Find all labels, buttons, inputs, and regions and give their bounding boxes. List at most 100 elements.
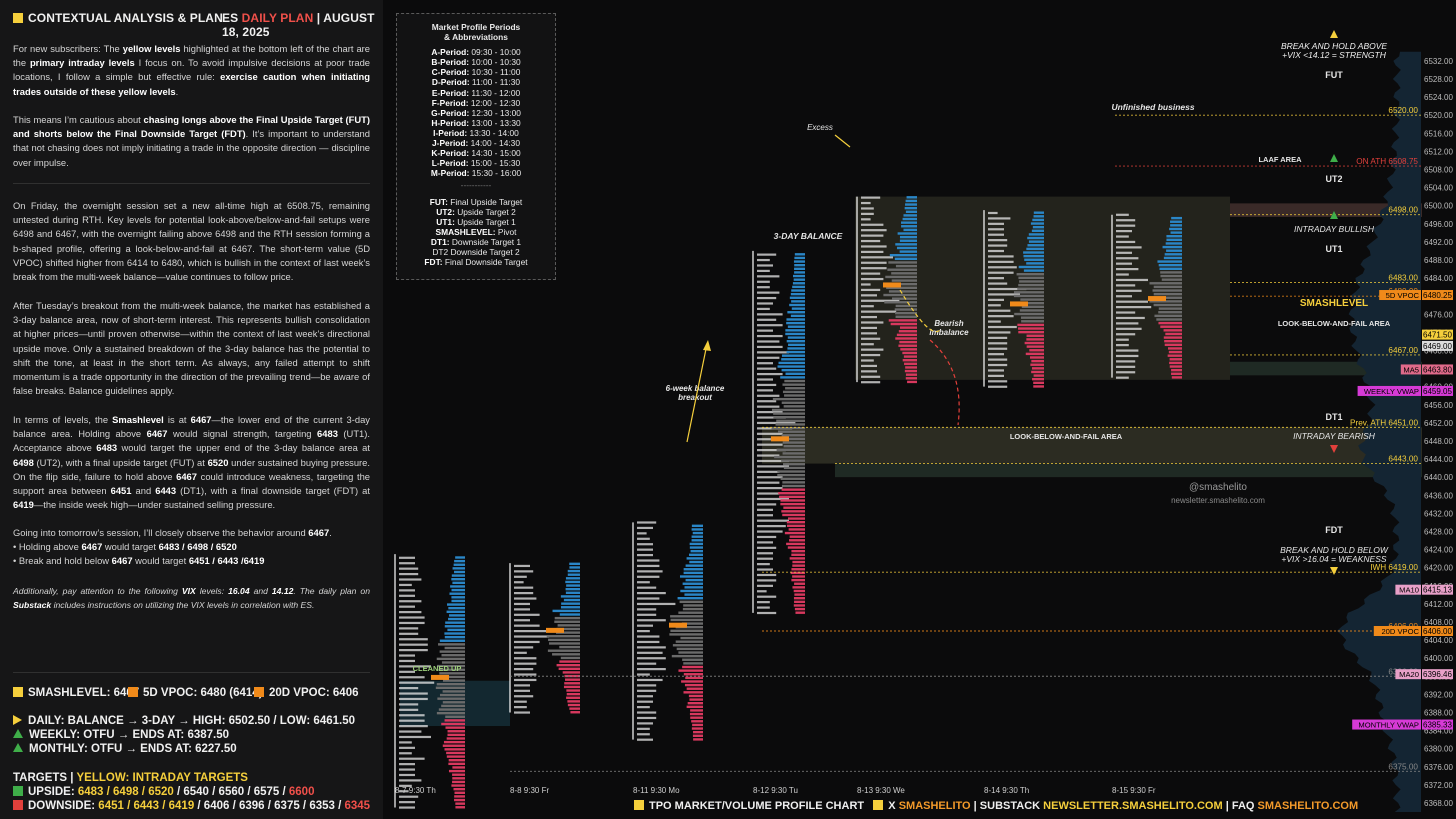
volume-bar xyxy=(783,405,805,408)
panel-title: CONTEXTUAL ANALYSIS & PLAN xyxy=(13,11,223,25)
volume-bar xyxy=(444,646,465,650)
volume-bar xyxy=(1032,218,1044,222)
volume-bar xyxy=(1033,374,1044,377)
y-tick-label: 6476.00 xyxy=(1424,310,1453,319)
volume-bar xyxy=(1023,269,1044,272)
x-handle-link[interactable]: SMASHELITO xyxy=(898,800,971,812)
legend-abbreviation: FUT: Final Upside Target xyxy=(429,196,523,207)
volume-bar xyxy=(781,484,805,488)
break-up-text: BREAK AND HOLD ABOVE xyxy=(1281,41,1387,51)
poc-marker xyxy=(883,282,901,288)
watermark-site: newsletter.smashelito.com xyxy=(1171,496,1265,505)
volume-bar xyxy=(683,673,703,676)
red-square-icon xyxy=(13,800,23,810)
volume-bar xyxy=(447,603,465,606)
indicator-tag-label: MA20 xyxy=(1399,670,1419,679)
volume-bar xyxy=(554,620,580,623)
tpo-letters xyxy=(1116,327,1142,330)
tpo-letters xyxy=(514,700,527,703)
tpo-letters xyxy=(1116,224,1136,227)
tpo-letters xyxy=(757,508,773,511)
volume-bar xyxy=(902,217,917,221)
tpo-letters xyxy=(988,342,1008,345)
volume-bar xyxy=(785,372,805,375)
volume-bar xyxy=(1023,251,1044,254)
volume-bar xyxy=(1020,316,1044,319)
orange-square-icon xyxy=(254,687,264,697)
volume-bar xyxy=(449,614,465,617)
volume-bar xyxy=(567,703,580,707)
substack-link[interactable]: NEWSLETTER.SMASHELITO.COM xyxy=(1043,800,1223,812)
tpo-letters xyxy=(988,222,1004,225)
volume-bar xyxy=(794,600,805,604)
tpo-letters xyxy=(514,581,524,584)
volume-bar xyxy=(436,664,465,668)
tpo-letters xyxy=(757,595,777,598)
volume-bar xyxy=(1018,276,1044,280)
up-triangle-icon xyxy=(1330,30,1338,38)
volume-bar xyxy=(1027,244,1044,247)
volume-bar xyxy=(793,597,805,600)
volume-bar xyxy=(439,639,465,642)
volume-bar xyxy=(1159,267,1182,270)
volume-bar xyxy=(786,542,805,546)
watermark-handle: @smashelito xyxy=(1189,482,1247,493)
tpo-letters xyxy=(757,470,780,473)
tpo-letters xyxy=(399,616,425,619)
volume-bar xyxy=(451,596,465,599)
excess-label: Excess xyxy=(807,123,833,132)
volume-bar xyxy=(785,387,805,390)
y-tick-label: 6452.00 xyxy=(1424,419,1453,428)
tpo-letters xyxy=(757,334,783,338)
volume-bar xyxy=(782,383,805,386)
ut2-label: UT2 xyxy=(1325,174,1342,184)
volume-bar xyxy=(452,773,465,776)
volume-bar xyxy=(1026,262,1044,265)
volume-bar xyxy=(691,528,703,531)
volume-bar xyxy=(1160,325,1182,328)
volume-bar xyxy=(569,562,580,566)
volume-bar xyxy=(1152,289,1182,292)
volume-bar xyxy=(455,806,465,809)
tpo-letters xyxy=(757,258,770,262)
session-date-label: 8-7 9:30 Th xyxy=(395,786,436,795)
tpo-letters xyxy=(637,619,666,622)
tpo-letters xyxy=(637,532,647,535)
arrow-head-icon xyxy=(703,340,711,351)
tpo-letters xyxy=(514,564,530,568)
tpo-letters xyxy=(1116,229,1132,233)
tpo-letters xyxy=(861,201,871,205)
volume-bar xyxy=(552,609,580,613)
volume-bar xyxy=(565,678,580,681)
tpo-letters xyxy=(757,356,780,359)
tpo-letters xyxy=(757,530,783,533)
para-levels: In terms of levels, the Smashlevel is at… xyxy=(13,414,371,511)
tpo-letters xyxy=(514,695,534,698)
volume-bar xyxy=(446,755,465,758)
volume-bar xyxy=(903,228,917,232)
y-tick-label: 6408.00 xyxy=(1424,618,1453,627)
volume-bar xyxy=(678,611,703,614)
faq-link[interactable]: SMASHELITO.COM xyxy=(1257,800,1359,812)
tpo-chart: 8-7 9:30 Th 8-8 9:30 Fr 8-11 9:30 Mo 8-12 9… xyxy=(394,30,1453,813)
volume-bar xyxy=(1160,274,1182,278)
volume-bar xyxy=(896,333,917,337)
tpo-letters xyxy=(514,597,537,600)
tpo-letters xyxy=(861,348,884,351)
volume-bar xyxy=(683,604,703,607)
volume-bar xyxy=(899,235,917,239)
volume-bar xyxy=(1166,249,1182,252)
tpo-letters xyxy=(399,665,431,668)
tpo-letters xyxy=(757,362,773,365)
volume-bar xyxy=(453,563,465,566)
volume-bar xyxy=(1017,323,1044,327)
volume-bar xyxy=(683,568,703,571)
tpo-letters xyxy=(399,708,419,711)
break-down-text: BREAK AND HOLD BELOW xyxy=(1280,545,1389,555)
volume-bar xyxy=(904,206,917,210)
tpo-letters xyxy=(1116,251,1132,254)
volume-bar xyxy=(895,311,917,315)
volume-bar xyxy=(675,640,703,643)
y-tick-label: 6492.00 xyxy=(1424,238,1453,247)
volume-bar xyxy=(778,361,805,365)
